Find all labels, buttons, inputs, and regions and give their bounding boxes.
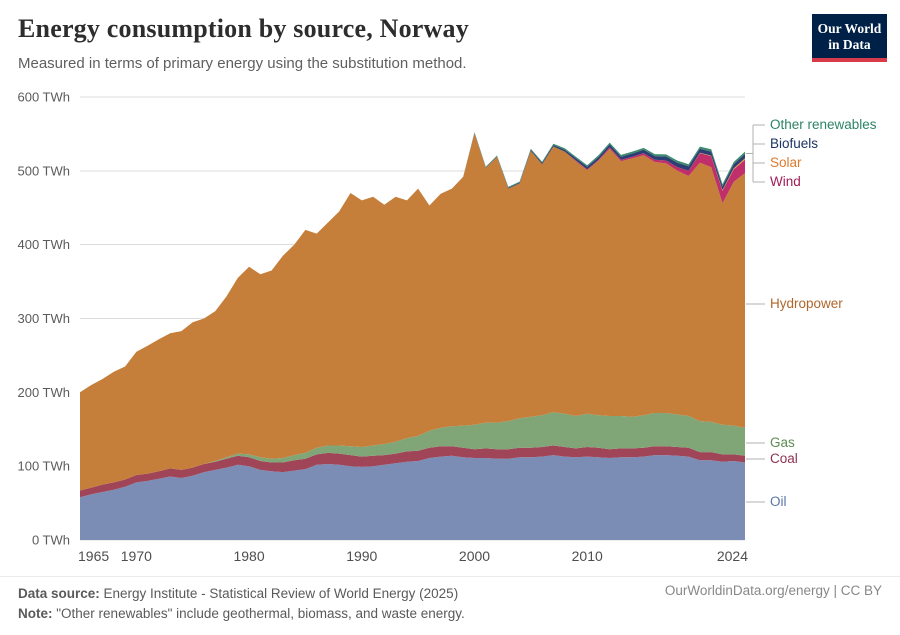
svg-text:2010: 2010 (572, 548, 603, 564)
legend-label-wind[interactable]: Wind (770, 174, 801, 189)
svg-text:500 TWh: 500 TWh (17, 163, 70, 178)
svg-text:1990: 1990 (346, 548, 377, 564)
data-source-label: Data source: (18, 586, 100, 601)
svg-text:100 TWh: 100 TWh (17, 459, 70, 474)
stacked-area-chart[interactable]: 0 TWh 100 TWh 200 TWh 300 TWh 400 TWh 500 TWh… (0, 0, 900, 575)
owid-logo[interactable]: Our World in Data (812, 14, 887, 62)
data-source-line: Data source: Energy Institute - Statisti… (18, 584, 882, 604)
chart-footer: Data source: Energy Institute - Statisti… (0, 576, 900, 635)
svg-text:600 TWh: 600 TWh (17, 90, 70, 105)
svg-text:2000: 2000 (459, 548, 490, 564)
svg-text:2024: 2024 (717, 548, 748, 564)
svg-text:300 TWh: 300 TWh (17, 311, 70, 326)
owid-logo-accent-bar (812, 58, 887, 62)
owid-logo-line1: Our World (817, 21, 882, 36)
svg-text:1980: 1980 (233, 548, 264, 564)
legend-label-solar[interactable]: Solar (770, 155, 802, 170)
legend-label-coal[interactable]: Coal (770, 451, 798, 466)
svg-text:400 TWh: 400 TWh (17, 237, 70, 252)
data-source-text: Energy Institute - Statistical Review of… (99, 586, 459, 601)
note-line: Note: "Other renewables" include geother… (18, 604, 882, 624)
owid-logo-line2: in Data (828, 37, 871, 52)
svg-text:0 TWh: 0 TWh (32, 533, 70, 548)
chart-title: Energy consumption by source, Norway (18, 14, 469, 43)
legend-label-gas[interactable]: Gas (770, 435, 795, 450)
svg-text:1965: 1965 (78, 548, 109, 564)
note-text: "Other renewables" include geothermal, b… (52, 606, 465, 621)
owid-credit-link[interactable]: OurWorldinData.org/energy | CC BY (664, 583, 882, 598)
legend-label-other-renewables[interactable]: Other renewables (770, 117, 877, 132)
svg-text:200 TWh: 200 TWh (17, 385, 70, 400)
svg-text:1970: 1970 (121, 548, 152, 564)
note-label: Note: (18, 606, 53, 621)
legend-label-oil[interactable]: Oil (770, 494, 787, 509)
legend-label-biofuels[interactable]: Biofuels (770, 136, 819, 151)
owid-logo-background (812, 14, 887, 62)
chart-subtitle: Measured in terms of primary energy usin… (18, 55, 467, 72)
legend-label-hydropower[interactable]: Hydropower (770, 296, 843, 311)
